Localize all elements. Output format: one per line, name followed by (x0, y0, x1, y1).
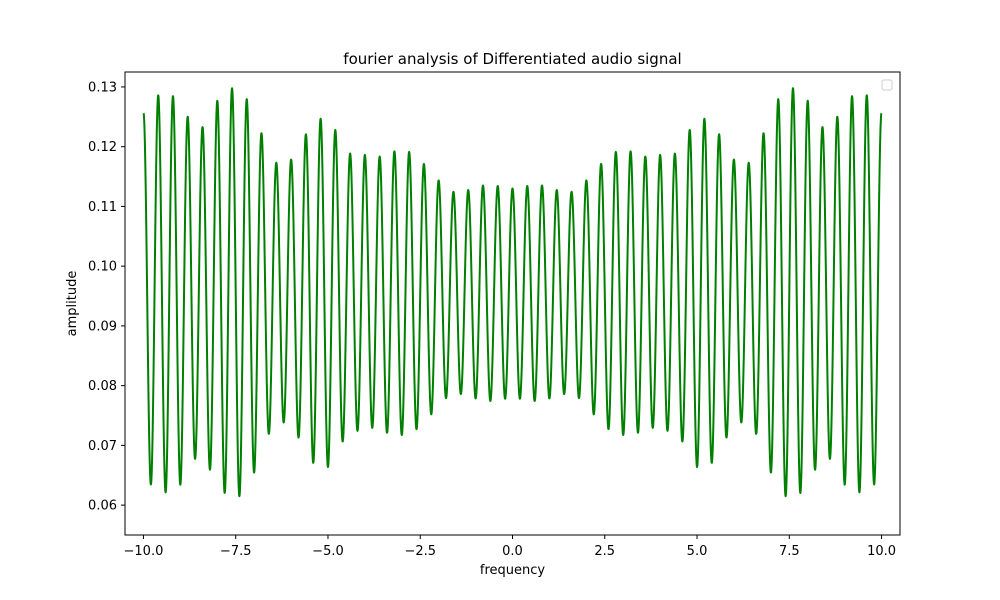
y-tick-label: 0.11 (88, 200, 117, 215)
x-tick-label: 5.0 (687, 544, 708, 559)
legend-box (881, 79, 893, 91)
y-tick-label: 0.13 (88, 80, 117, 95)
series-line (142, 87, 883, 498)
x-axis: −10.0 −7.5 −5.0 −2.5 0.0 2.5 5.0 7.5 10.0 (124, 535, 896, 559)
y-tick-label: 0.09 (88, 319, 117, 334)
x-tick-label: 0.0 (502, 544, 523, 559)
y-axis-label: amplitude (65, 271, 80, 337)
y-tick-label: 0.06 (88, 499, 117, 514)
x-tick-label: −2.5 (404, 544, 436, 559)
y-tick-label: 0.10 (88, 260, 117, 275)
x-tick-label: −7.5 (220, 544, 252, 559)
x-tick-label: 2.5 (594, 544, 615, 559)
x-axis-label: frequency (480, 563, 546, 578)
x-tick-label: −5.0 (312, 544, 344, 559)
y-tick-label: 0.07 (88, 439, 117, 454)
x-tick-label: 10.0 (867, 544, 896, 559)
x-tick-label: 7.5 (779, 544, 800, 559)
series-layer (142, 87, 883, 498)
y-tick-label: 0.08 (88, 379, 117, 394)
y-axis: 0.06 0.07 0.08 0.09 0.10 0.11 0.12 0.13 (88, 80, 125, 514)
x-tick-label: −10.0 (124, 544, 164, 559)
chart-title: fourier analysis of Differentiated audio… (343, 50, 681, 68)
y-tick-label: 0.12 (88, 140, 117, 155)
